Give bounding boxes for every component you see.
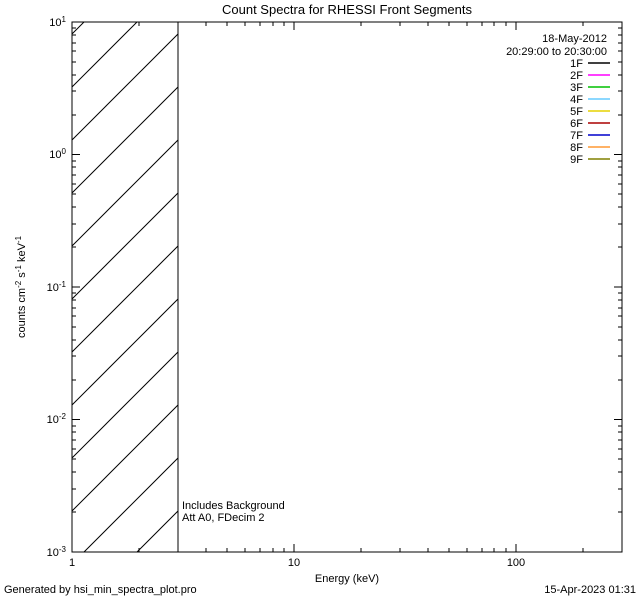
x-minor-ticks: [138, 22, 584, 552]
y-tick-label-1e0: 100: [49, 147, 66, 161]
legend-time-range: 20:29:00 to 20:30:00: [506, 46, 607, 58]
legend-label-3f: 3F: [570, 82, 583, 94]
legend-label-8f: 8F: [570, 142, 583, 154]
legend-label-7f: 7F: [570, 130, 583, 142]
attenuator-note: Att A0, FDecim 2: [182, 512, 265, 524]
legend-label-4f: 4F: [570, 94, 583, 106]
y-minor-ticks: [72, 27, 622, 513]
x-tick-label-10: 10: [288, 557, 300, 569]
y-tick-label-1e-1: 10-1: [47, 280, 67, 294]
footer-timestamp: 15-Apr-2023 01:31: [544, 584, 636, 596]
y-tick-label-1e1: 101: [49, 15, 66, 29]
x-tick-label-100: 100: [507, 557, 525, 569]
legend: 18-May-2012 20:29:00 to 20:30:00 1F 2F 3…: [506, 33, 610, 166]
x-axis-title: Energy (keV): [315, 573, 379, 585]
generated-by-text: Generated by hsi_min_spectra_plot.pro: [4, 584, 197, 596]
x-tick-label-1: 1: [69, 557, 75, 569]
legend-label-6f: 6F: [570, 118, 583, 130]
y-tick-label-1e-2: 10-2: [47, 412, 67, 426]
x-major-ticks: [71, 22, 517, 552]
y-major-ticks: [72, 154, 622, 420]
chart-title: Count Spectra for RHESSI Front Segments: [222, 2, 472, 17]
y-axis-title: counts cm-2 s-1 keV-1: [14, 235, 28, 338]
y-tick-label-1e-3: 10-3: [47, 545, 67, 559]
includes-background-note: Includes Background: [182, 500, 285, 512]
legend-label-5f: 5F: [570, 106, 583, 118]
legend-label-1f: 1F: [570, 58, 583, 70]
legend-label-9f: 9F: [570, 154, 583, 166]
legend-label-2f: 2F: [570, 70, 583, 82]
legend-date: 18-May-2012: [542, 33, 607, 45]
hatched-band: [72, 22, 178, 552]
